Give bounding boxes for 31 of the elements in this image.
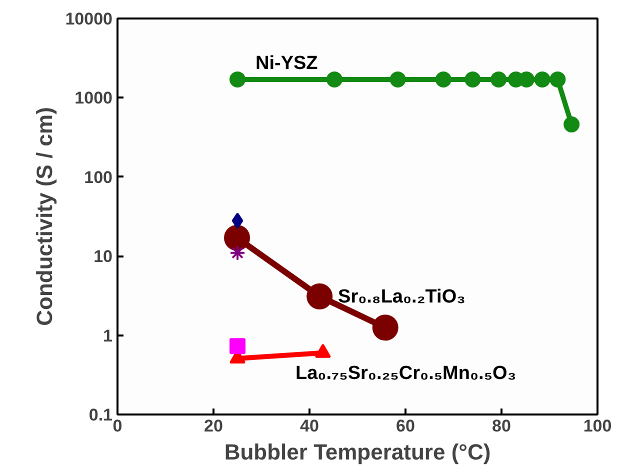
series-label: La₀.₇₅Sr₀.₂₅Cr₀.₅Mn₀.₅O₃ xyxy=(296,362,516,384)
x-tick-label: 0 xyxy=(112,416,122,436)
x-tick-label: 20 xyxy=(204,416,223,436)
point xyxy=(326,71,342,88)
point xyxy=(224,224,250,251)
x-tick-label: 100 xyxy=(583,416,612,436)
x-axis-title: Bubbler Temperature (°C) xyxy=(224,440,491,464)
point xyxy=(550,71,566,88)
y-tick-label: 0.1 xyxy=(88,406,113,424)
y-tick-label: 1 xyxy=(103,326,113,346)
x-tick-label: 80 xyxy=(492,416,511,436)
y-axis-title: Conductivity (S / cm) xyxy=(32,107,58,326)
point xyxy=(464,71,481,88)
x-tick-label: 60 xyxy=(396,416,415,436)
point xyxy=(232,212,244,229)
x-tick-label: 40 xyxy=(300,416,319,436)
point xyxy=(435,71,452,88)
point xyxy=(534,71,550,88)
point xyxy=(490,71,507,88)
y-tick-label: 1000 xyxy=(74,88,113,108)
point xyxy=(372,314,398,341)
y-tick-label: 100 xyxy=(84,168,113,187)
series-label: Ni-YSZ xyxy=(256,52,318,74)
y-tick-label: 10 xyxy=(94,247,113,266)
y-tick-label: 10000 xyxy=(65,10,113,28)
point xyxy=(230,244,246,261)
series-label: Sr₀.₈La₀.₂TiO₃ xyxy=(338,286,466,308)
point xyxy=(230,71,246,88)
point xyxy=(306,283,333,310)
point xyxy=(390,71,406,88)
point xyxy=(564,116,580,132)
